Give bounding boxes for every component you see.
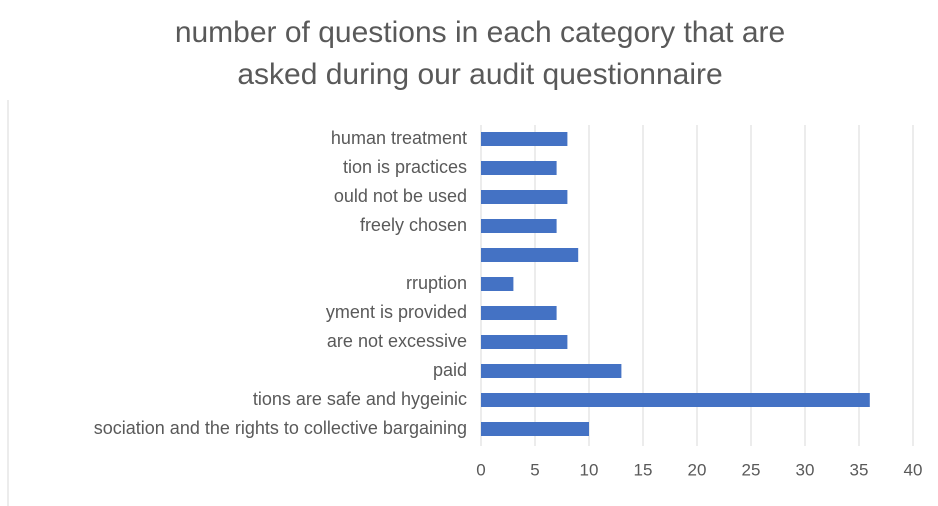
bar bbox=[481, 277, 514, 291]
x-tick-label: 10 bbox=[580, 460, 599, 479]
x-tick-label: 25 bbox=[742, 460, 761, 479]
y-tick-label: sociation and the rights to collective b… bbox=[94, 418, 467, 438]
y-tick-label: human treatment bbox=[331, 128, 467, 148]
bar bbox=[481, 393, 870, 407]
y-tick-label: rruption bbox=[406, 273, 467, 293]
bar bbox=[481, 132, 568, 146]
bar bbox=[481, 248, 579, 262]
x-tick-label: 40 bbox=[904, 460, 923, 479]
y-tick-label: tion is practices bbox=[343, 157, 467, 177]
x-tick-label: 20 bbox=[688, 460, 707, 479]
bar bbox=[481, 190, 568, 204]
bar bbox=[481, 306, 557, 320]
bar bbox=[481, 161, 557, 175]
y-tick-label: paid bbox=[433, 360, 467, 380]
y-tick-label: yment is provided bbox=[326, 302, 467, 322]
x-tick-label: 5 bbox=[530, 460, 539, 479]
chart-title: asked during our audit questionnaire bbox=[237, 58, 722, 91]
x-tick-label: 35 bbox=[850, 460, 869, 479]
x-tick-label: 30 bbox=[796, 460, 815, 479]
y-tick-label: ould not be used bbox=[334, 186, 467, 206]
y-tick-label: freely chosen bbox=[360, 215, 467, 235]
y-tick-label: tions are safe and hygeinic bbox=[253, 389, 467, 409]
chart-title: number of questions in each category tha… bbox=[175, 16, 785, 49]
bar bbox=[481, 364, 622, 378]
x-tick-label: 0 bbox=[476, 460, 485, 479]
y-tick-label: are not excessive bbox=[327, 331, 467, 351]
bar bbox=[481, 335, 568, 349]
x-tick-label: 15 bbox=[634, 460, 653, 479]
bar bbox=[481, 219, 557, 233]
bar bbox=[481, 422, 589, 436]
